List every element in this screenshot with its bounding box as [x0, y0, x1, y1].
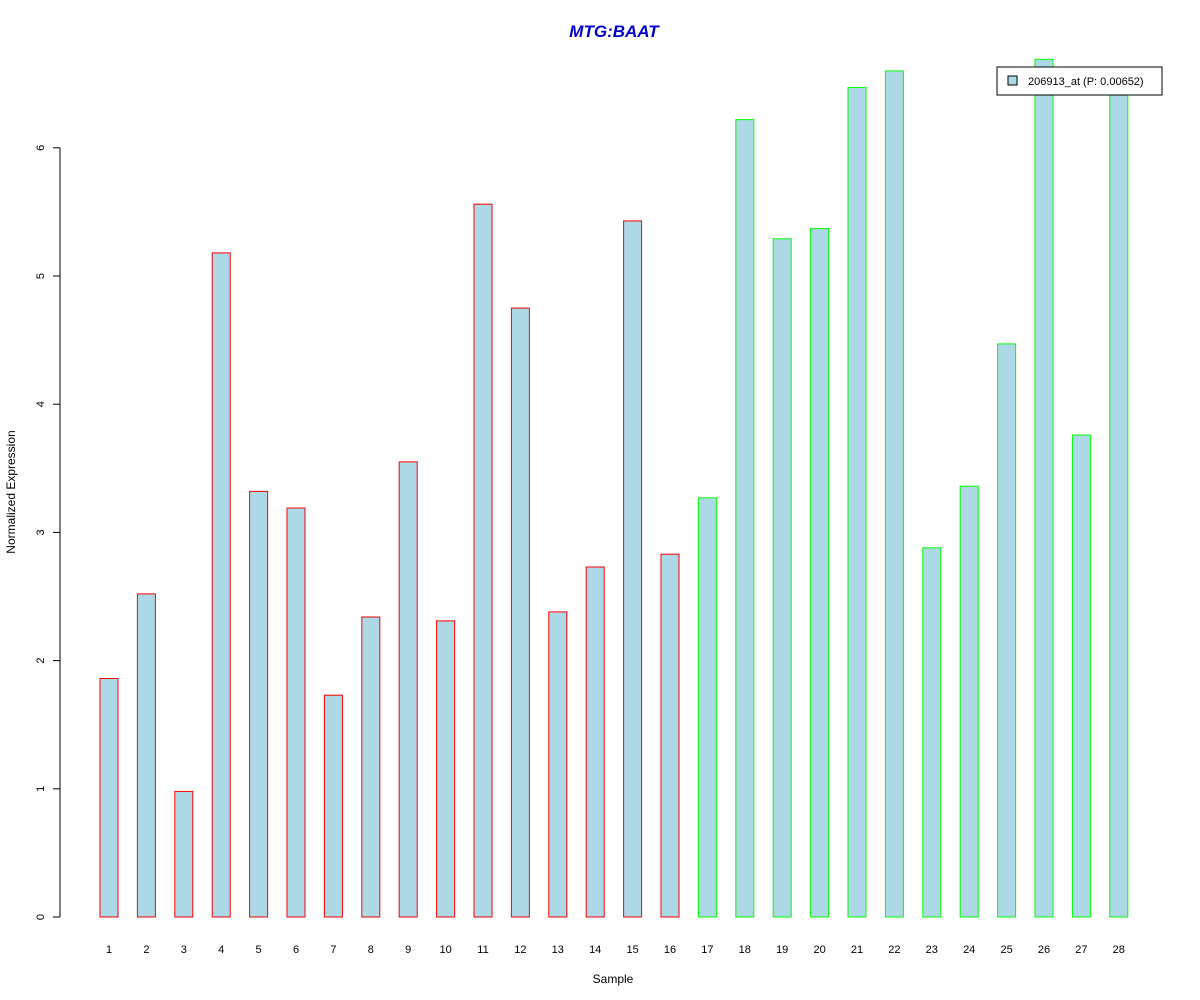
bar-sample-19	[772, 238, 792, 918]
x-tick-label: 9	[405, 944, 411, 956]
bar-sample-8	[361, 616, 381, 918]
bar-sample-12	[510, 307, 530, 918]
bar-sample-11	[473, 203, 493, 918]
bar-sample-3	[174, 790, 194, 918]
x-tick-label: 5	[256, 944, 262, 956]
bar-sample-20	[810, 228, 830, 918]
bar-sample-1	[99, 678, 119, 918]
bar-sample-28	[1109, 84, 1129, 918]
x-tick-label: 3	[181, 944, 187, 956]
y-tick-label: 6	[35, 145, 47, 151]
bar-sample-7	[323, 694, 343, 918]
bar-sample-21	[847, 87, 867, 918]
x-tick-label: 14	[589, 944, 601, 956]
x-tick-label: 22	[888, 944, 900, 956]
bar-sample-10	[436, 620, 456, 918]
x-axis-tick-labels: 1 2 3 4 5 6 7 8 9 10 11 12 13 14 15 16 17 18 19 20 21 22 23 24 2…	[106, 944, 1125, 956]
x-tick-label: 6	[293, 944, 299, 956]
bar-sample-22	[884, 70, 904, 918]
x-tick-label: 7	[330, 944, 336, 956]
bar-sample-5	[249, 490, 269, 918]
x-tick-label: 23	[926, 944, 938, 956]
y-axis-label: Normalized Expression	[4, 430, 18, 553]
legend-label: 206913_at (P: 0.00652)	[1028, 76, 1144, 88]
bar-sample-13	[548, 611, 568, 918]
y-tick-label: 2	[35, 658, 47, 664]
legend: 206913_at (P: 0.00652)	[996, 66, 1163, 96]
bar-sample-4	[211, 252, 231, 918]
x-tick-label: 18	[739, 944, 751, 956]
legend-swatch	[1007, 75, 1018, 86]
x-tick-label: 17	[701, 944, 713, 956]
bar-sample-23	[922, 547, 942, 918]
bar-sample-27	[1071, 434, 1091, 918]
chart-title: MTG:BAAT	[569, 22, 660, 41]
x-tick-label: 11	[477, 944, 488, 956]
y-tick-label: 1	[35, 786, 47, 792]
x-tick-label: 2	[143, 944, 149, 956]
bar-sample-25	[997, 343, 1017, 918]
bar-sample-26	[1034, 58, 1054, 918]
x-tick-label: 21	[851, 944, 863, 956]
x-tick-label: 12	[514, 944, 526, 956]
x-tick-label: 16	[664, 944, 676, 956]
x-tick-label: 28	[1113, 944, 1125, 956]
y-tick-label: 0	[35, 914, 47, 920]
x-tick-label: 26	[1038, 944, 1050, 956]
x-tick-label: 15	[626, 944, 638, 956]
x-tick-label: 1	[106, 944, 112, 956]
x-tick-label: 4	[218, 944, 224, 956]
y-axis: 0 1 2 3 4 5 6	[35, 145, 61, 920]
bar-sample-14	[585, 566, 605, 918]
bar-sample-15	[623, 220, 643, 918]
x-tick-label: 19	[776, 944, 788, 956]
y-tick-label: 3	[35, 529, 47, 535]
bar-sample-16	[660, 553, 680, 918]
bar-sample-24	[959, 485, 979, 918]
bar-sample-18	[735, 119, 755, 918]
x-tick-label: 25	[1000, 944, 1012, 956]
x-tick-label: 13	[552, 944, 564, 956]
bar-sample-17	[697, 497, 717, 918]
bar-sample-6	[286, 507, 306, 918]
x-tick-label: 24	[963, 944, 975, 956]
x-tick-label: 27	[1075, 944, 1087, 956]
y-tick-label: 4	[35, 401, 47, 407]
x-axis-label: Sample	[593, 972, 634, 986]
bar-sample-2	[136, 593, 156, 918]
x-tick-label: 20	[813, 944, 825, 956]
x-tick-label: 10	[439, 944, 451, 956]
y-tick-label: 5	[35, 273, 47, 279]
x-tick-label: 8	[368, 944, 374, 956]
bar-sample-9	[398, 461, 418, 918]
bars-layer	[99, 58, 1129, 918]
legend-box	[996, 66, 1163, 96]
